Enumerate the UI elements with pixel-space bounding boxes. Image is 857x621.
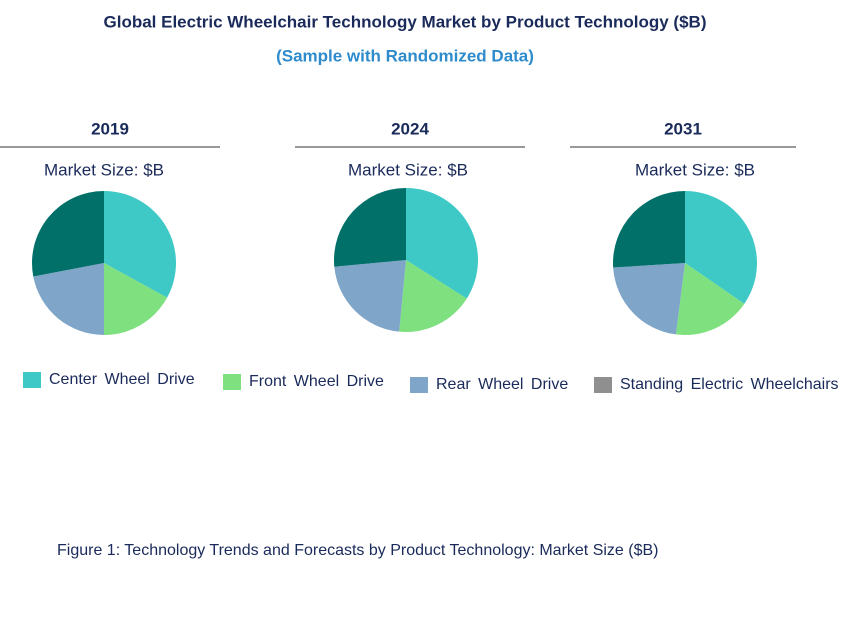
pie-slice <box>31 191 104 277</box>
pie-slice <box>33 263 105 335</box>
pie-slice <box>675 263 745 335</box>
pie-subtitle: Market Size: $B <box>635 160 755 179</box>
legend-label: Rear Wheel Drive <box>436 376 568 393</box>
pie-slice <box>406 188 478 299</box>
chart-title: Global Electric Wheelchair Technology Ma… <box>104 12 707 31</box>
pie-title: 2019 <box>91 119 129 138</box>
caption: Figure 1: Technology Trends and Forecast… <box>57 542 659 559</box>
pie-title: 2031 <box>664 119 702 138</box>
pie-slice <box>334 260 406 332</box>
legend-swatch <box>594 377 612 393</box>
legend-swatch <box>410 377 428 393</box>
legend-label: Center Wheel Drive <box>49 371 195 388</box>
legend-swatch <box>223 374 241 390</box>
pie-slice <box>613 191 685 268</box>
pie-slice <box>613 263 685 335</box>
pie-slice <box>399 260 467 332</box>
pie-slice <box>685 191 758 304</box>
chart-subtitle: (Sample with Randomized Data) <box>276 46 534 65</box>
pie-slice <box>104 263 168 335</box>
legend-label: Standing Electric Wheelchairs <box>620 376 839 393</box>
pie-slice <box>334 188 406 267</box>
pie-subtitle: Market Size: $B <box>44 160 164 179</box>
pie-title: 2024 <box>391 119 429 138</box>
pie-slice <box>104 191 176 298</box>
pie-subtitle: Market Size: $B <box>348 160 468 179</box>
legend-swatch <box>23 372 41 388</box>
legend-label: Front Wheel Drive <box>249 373 384 390</box>
